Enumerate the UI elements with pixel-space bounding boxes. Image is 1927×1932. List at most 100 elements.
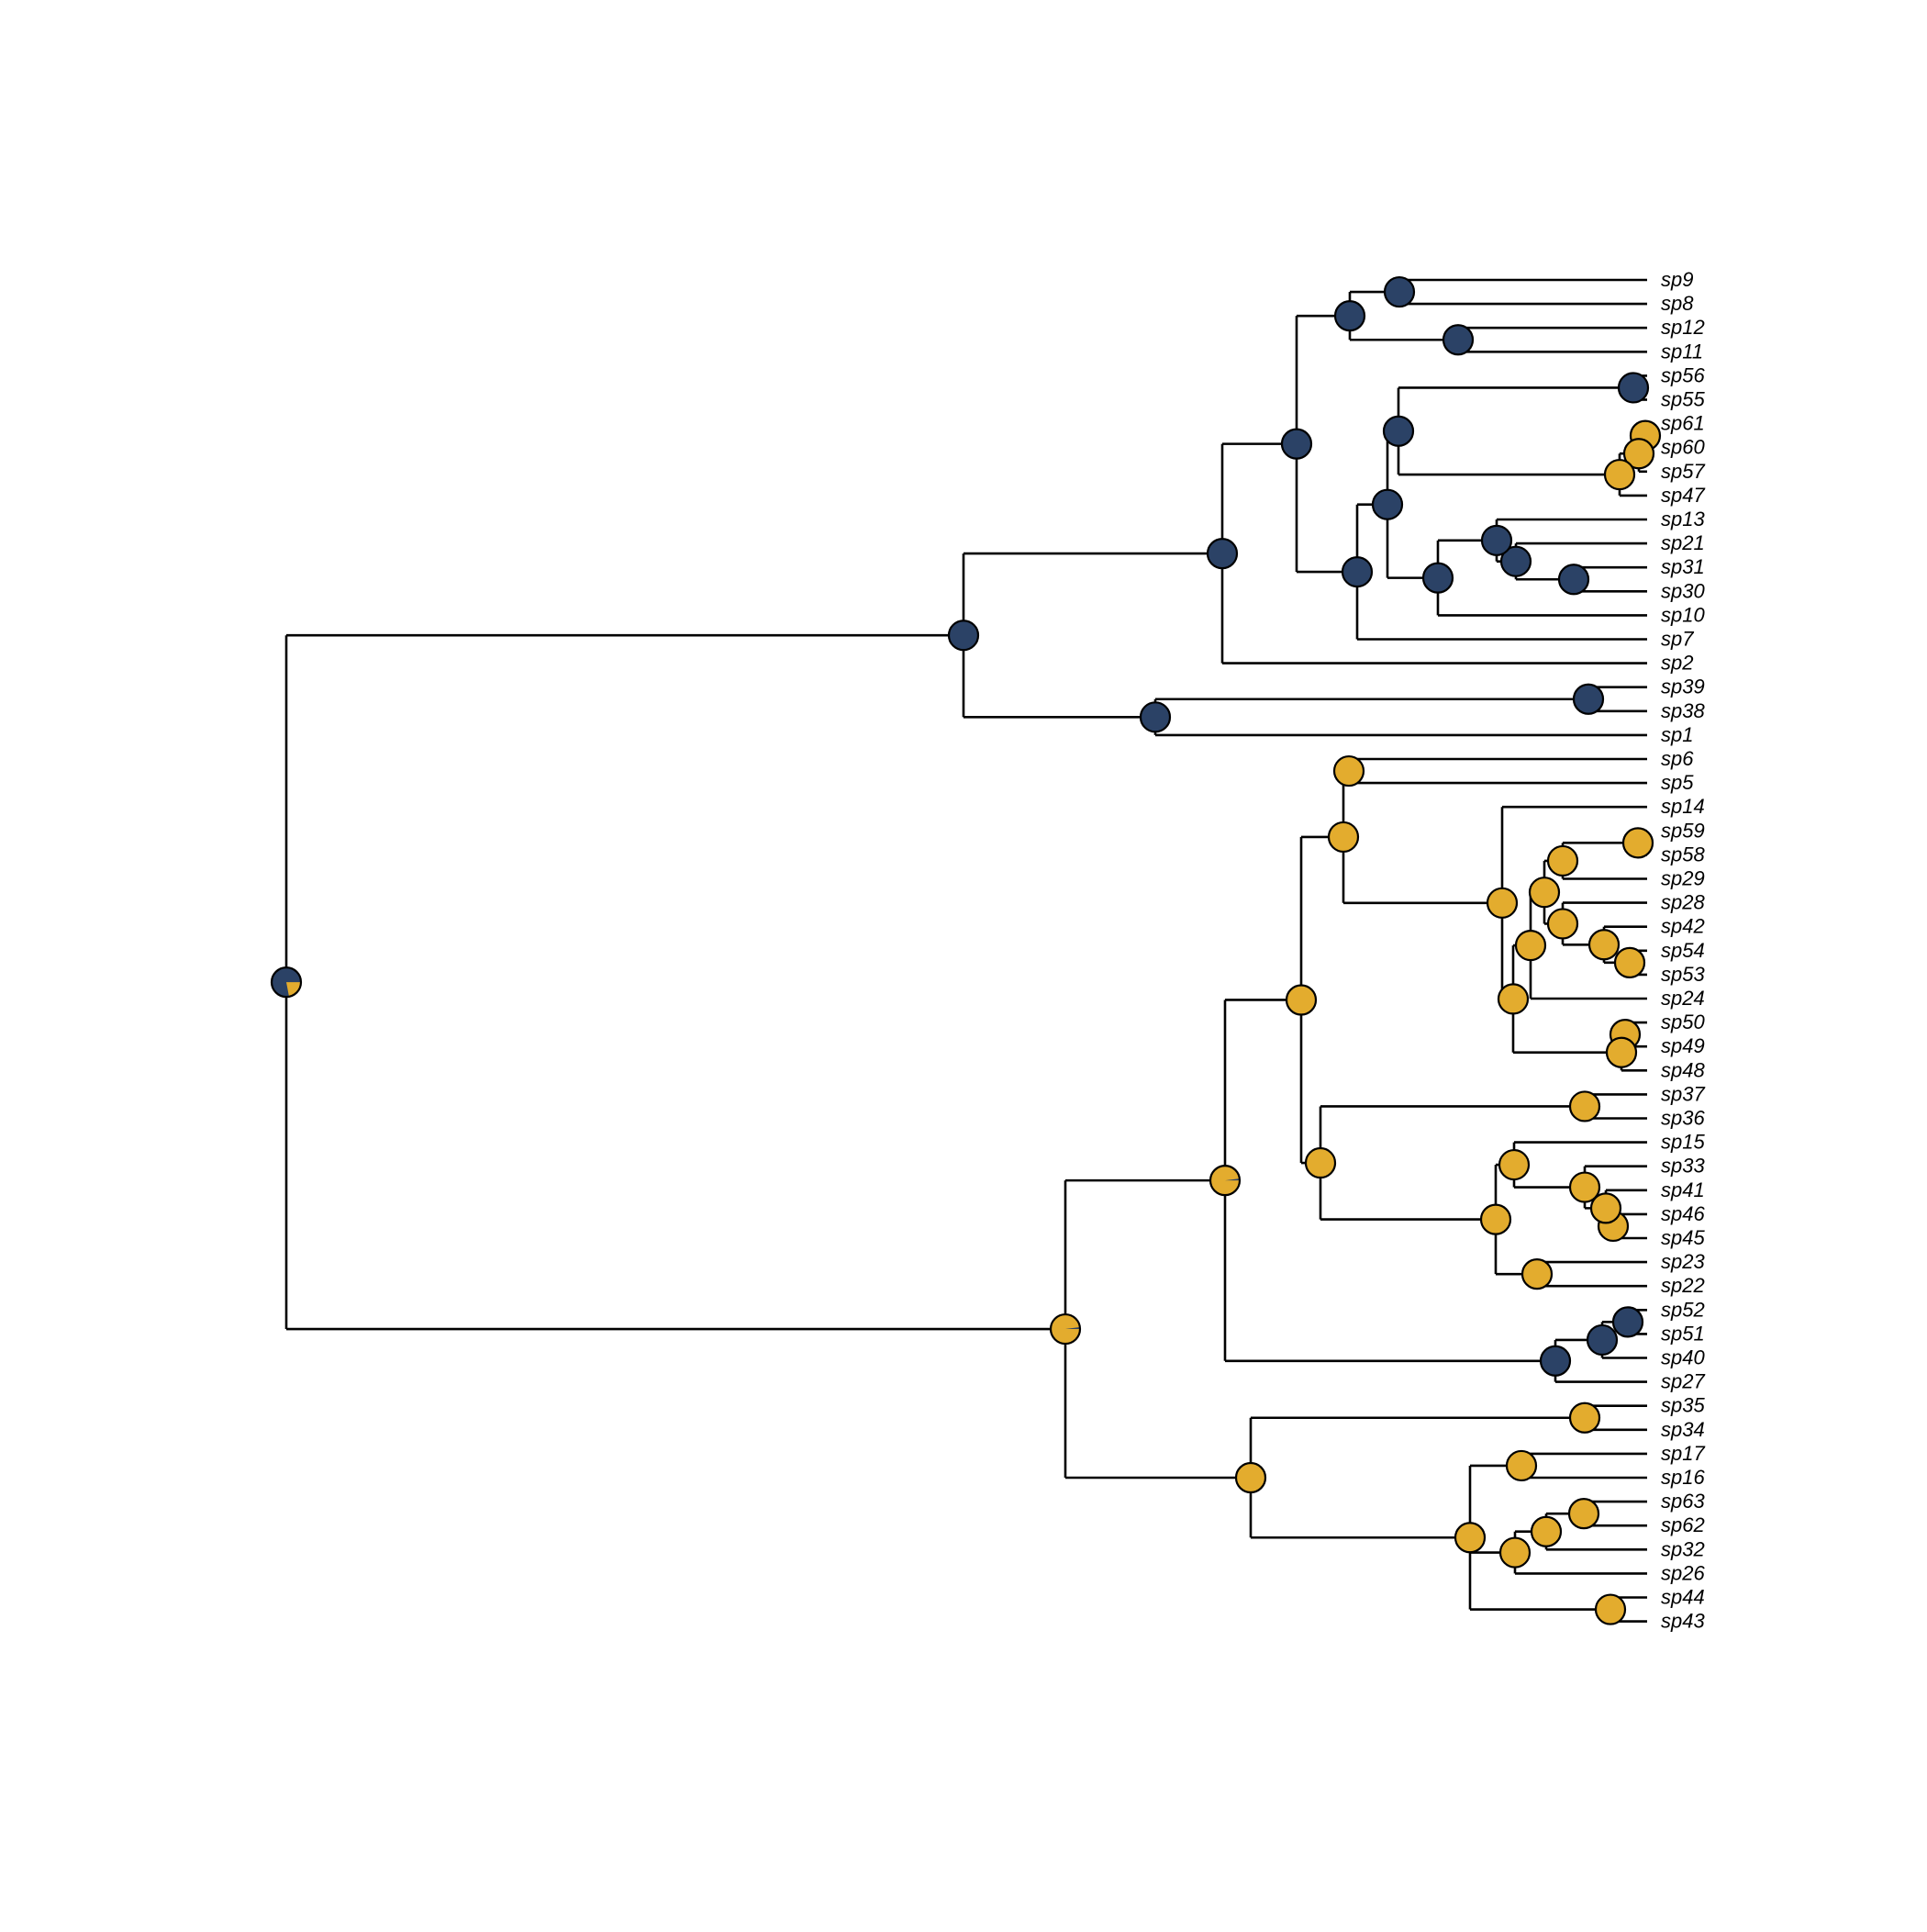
pie-slice-state-b (1499, 1150, 1529, 1180)
tip-label: sp35 (1661, 1394, 1705, 1417)
pie-outline (1499, 545, 1532, 577)
node-pie-A1111 (1383, 275, 1416, 308)
pie-outline (1605, 1036, 1638, 1068)
pie-outline (1234, 1461, 1267, 1494)
pie-slice-state-b (1596, 1594, 1625, 1625)
pie-outline (947, 620, 980, 652)
node-pie-A112111 (1617, 372, 1650, 404)
pie-outline (1587, 929, 1621, 961)
pie-slice-state-b (1569, 1499, 1598, 1529)
pie-outline (1454, 1522, 1487, 1554)
node-pie-A112121 (1480, 524, 1513, 556)
pie-outline (1505, 1449, 1538, 1482)
ancestral-state-pies (270, 275, 1662, 1625)
node-pie-B12 (1539, 1345, 1572, 1377)
pie-slice-state-a (1423, 563, 1453, 593)
node-pie-A112112 (1603, 458, 1636, 491)
pie-outline (1382, 415, 1415, 447)
tip-label: sp39 (1661, 676, 1705, 698)
pie-slice-state-a (1384, 416, 1413, 446)
pie-slice-state-b (1455, 1523, 1485, 1553)
node-pie-B2221 (1530, 1515, 1563, 1547)
pie-slice-state-b (1487, 888, 1517, 918)
pie-slice-state-b (1624, 439, 1654, 469)
pie-slice-state-a (1335, 301, 1364, 331)
tip-label: sp55 (1661, 388, 1705, 411)
tip-label: sp13 (1661, 508, 1705, 530)
pie-outline (1333, 300, 1366, 332)
node-pie-A1 (1206, 538, 1239, 570)
pie-slice-state-b (1287, 985, 1316, 1015)
node-pie-B21 (1568, 1402, 1601, 1434)
pie-outline (1528, 877, 1561, 909)
pie-slice-state-b (1516, 931, 1545, 961)
pie-slice-state-a (1443, 325, 1473, 355)
pie-outline (1383, 275, 1416, 308)
pie-slice-state-b (1548, 909, 1577, 939)
tip-label: sp49 (1661, 1034, 1705, 1057)
pie-outline (1498, 1148, 1531, 1181)
tip-label: sp1 (1661, 723, 1693, 746)
tip-label: sp23 (1661, 1250, 1705, 1273)
pie-outline (1371, 488, 1404, 520)
tip-label: sp8 (1661, 292, 1694, 315)
node-pie-A1121121 (1622, 438, 1655, 470)
pie-slice-state-b (1607, 1037, 1636, 1067)
tip-label: sp36 (1661, 1107, 1705, 1130)
pie-slice-state-b (1605, 460, 1634, 490)
pie-slice-state-a (1482, 525, 1511, 555)
node-pie-A11212122 (1557, 564, 1590, 596)
pie-slice-state-b (1591, 1193, 1621, 1223)
pie-outline (1589, 1192, 1622, 1224)
node-pie-A111 (1333, 300, 1366, 332)
pie-slice-state-b (1050, 1314, 1080, 1345)
tip-label: sp61 (1661, 412, 1705, 435)
node-pie-A11212 (1421, 562, 1454, 594)
node-pie-B111221122 (1587, 929, 1621, 961)
node-pie-B1121 (1568, 1090, 1601, 1122)
tip-label: sp60 (1661, 436, 1705, 459)
tip-label: sp38 (1661, 699, 1705, 722)
tip-label: sp48 (1661, 1058, 1705, 1081)
pie-outline (1421, 562, 1454, 594)
tip-label: sp32 (1661, 1537, 1705, 1560)
tip-label: sp59 (1661, 819, 1705, 842)
pie-slice-state-b (1334, 756, 1364, 787)
pie-outline (1546, 844, 1579, 877)
tip-label: sp10 (1661, 603, 1705, 626)
pie-outline (1603, 458, 1636, 491)
tip-label: sp31 (1661, 555, 1705, 578)
tip-label: sp46 (1661, 1202, 1705, 1225)
tip-label: sp24 (1661, 987, 1705, 1010)
pie-outline (1442, 324, 1475, 356)
tip-label: sp58 (1661, 843, 1705, 865)
pie-outline (1497, 983, 1530, 1015)
tip-label: sp12 (1661, 316, 1705, 339)
pie-slice-state-b (1570, 1091, 1599, 1122)
pie-outline (1622, 438, 1655, 470)
pie-slice-state-b (1589, 930, 1619, 960)
tip-label: sp15 (1661, 1131, 1705, 1154)
tip-label: sp63 (1661, 1490, 1705, 1513)
node-pie-A1112 (1442, 324, 1475, 356)
node-pie-B (1049, 1312, 1082, 1346)
node-pie-A11211 (1382, 415, 1415, 447)
tip-label: sp47 (1661, 484, 1705, 507)
tip-label: sp44 (1661, 1586, 1705, 1609)
node-pie-B11122112 (1546, 908, 1579, 940)
tip-label: sp5 (1661, 771, 1694, 794)
node-pie-B22 (1454, 1522, 1487, 1554)
node-pie-B112212 (1568, 1171, 1601, 1203)
tip-label: sp6 (1661, 747, 1694, 770)
node-pie-B222 (1498, 1536, 1532, 1569)
pie-outline (1594, 1593, 1627, 1625)
node-pie-B2 (1234, 1461, 1267, 1494)
node-pie-B11122 (1497, 983, 1530, 1015)
pie-outline (1327, 821, 1360, 854)
pie-outline (1539, 1345, 1572, 1377)
tip-label: sp16 (1661, 1466, 1705, 1489)
pie-slice-state-b (1210, 1166, 1240, 1196)
tip-label: sp29 (1661, 867, 1705, 890)
node-pie-B11222 (1520, 1258, 1554, 1290)
